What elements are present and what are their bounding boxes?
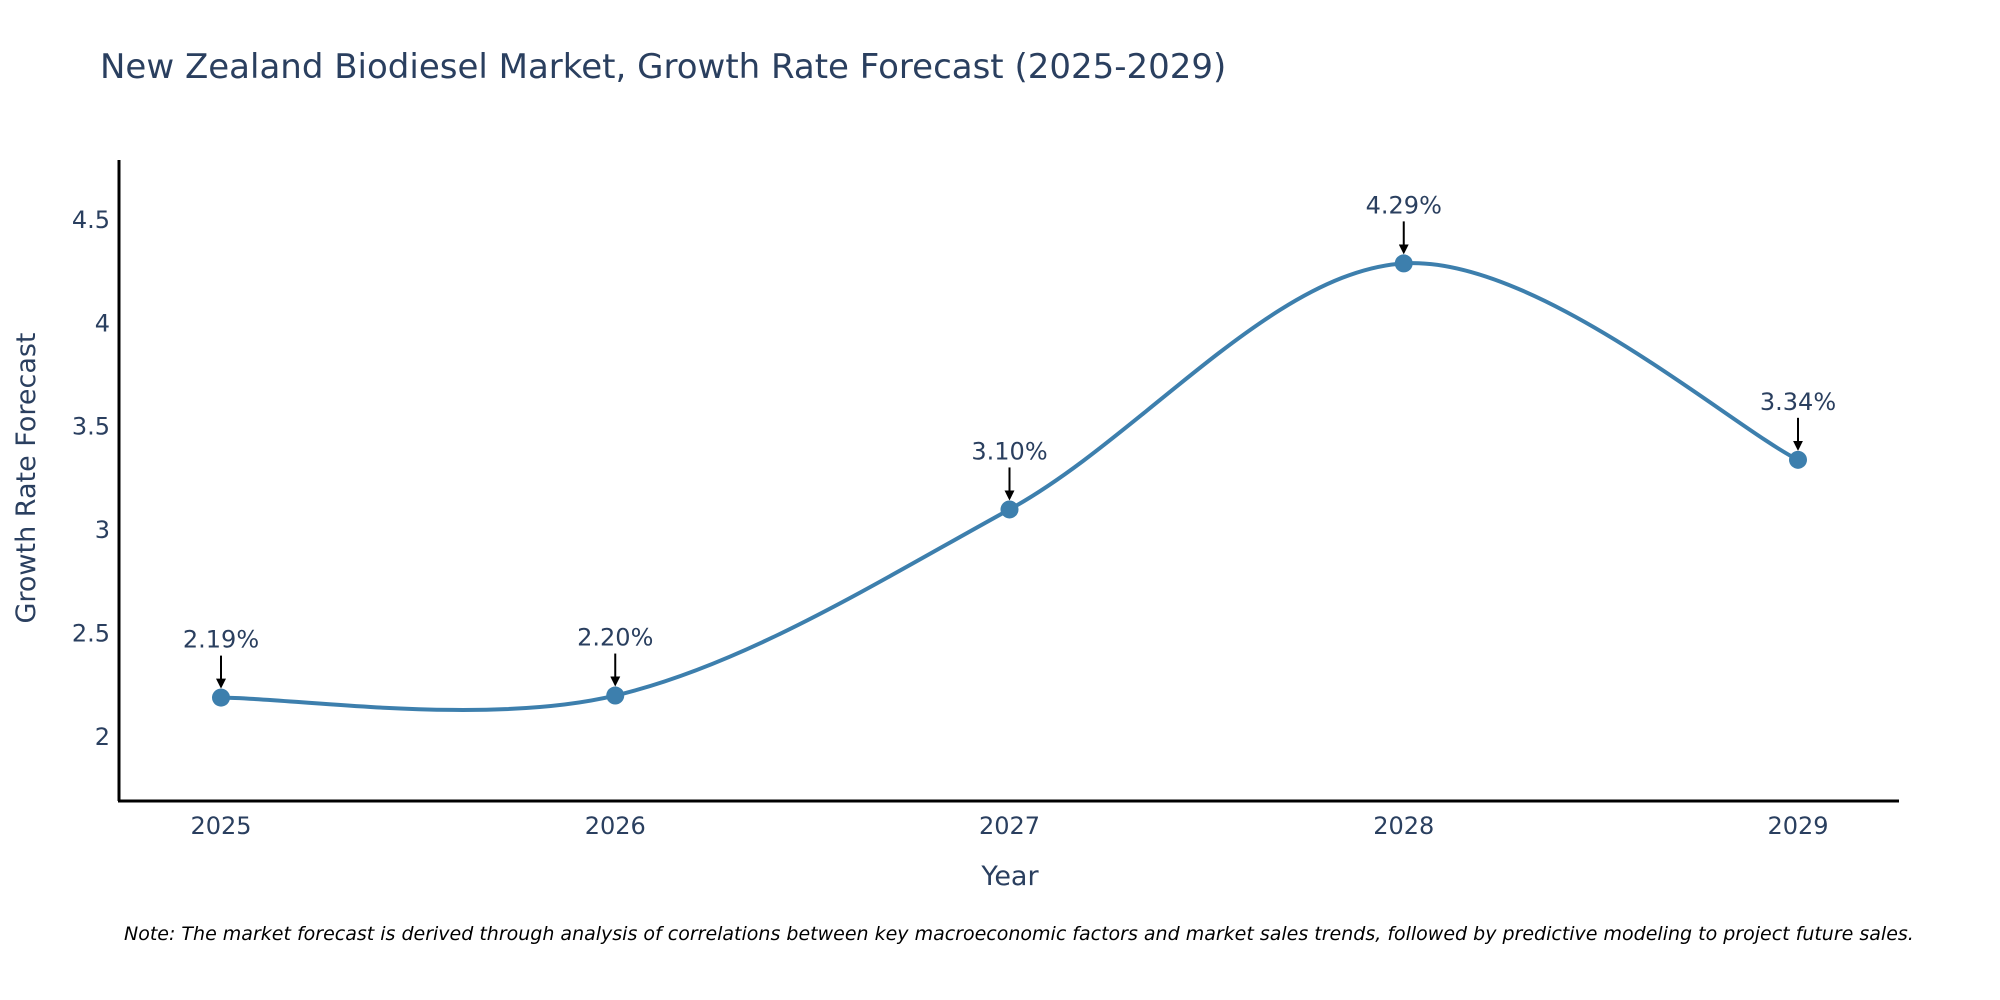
data-point-2026[interactable] (606, 686, 625, 705)
data-label: 2.19% (183, 626, 259, 654)
y-axis-title: Growth Rate Forecast (11, 332, 42, 623)
data-label: 4.29% (1366, 191, 1442, 219)
x-tick-label: 2028 (1373, 812, 1434, 840)
y-tick-label: 4 (95, 309, 110, 337)
y-ticks: 2 2.5 3 3.5 4 4.5 (72, 206, 110, 751)
data-point-2029[interactable] (1789, 450, 1807, 469)
x-tick-label: 2027 (979, 812, 1040, 840)
x-ticks: 2025 2026 2027 2028 2029 (190, 812, 1828, 840)
annotations: 2.19% 2.20% 3.10% 4.29% 3.34% (183, 191, 1836, 689)
axes (117, 160, 1899, 803)
data-point-2028[interactable] (1394, 254, 1413, 273)
data-label: 3.10% (971, 437, 1047, 465)
x-tick-label: 2025 (190, 812, 251, 840)
y-tick-label: 2 (95, 723, 110, 751)
y-tick-label: 4.5 (72, 206, 110, 234)
y-tick-label: 2.5 (72, 620, 110, 648)
data-label: 3.34% (1760, 388, 1836, 416)
series-line (220, 261, 1799, 712)
series-group (212, 254, 1807, 712)
footnote: Note: The market forecast is derived thr… (124, 923, 1914, 945)
data-point-2025[interactable] (212, 688, 230, 707)
x-tick-label: 2029 (1767, 812, 1828, 840)
y-tick-label: 3 (95, 516, 110, 544)
data-point-2027[interactable] (1000, 500, 1019, 519)
chart-title: New Zealand Biodiesel Market, Growth Rat… (100, 47, 1226, 87)
x-tick-label: 2026 (585, 812, 646, 840)
data-label: 2.20% (577, 624, 653, 652)
y-tick-label: 3.5 (72, 413, 110, 441)
x-axis-title: Year (980, 861, 1039, 892)
